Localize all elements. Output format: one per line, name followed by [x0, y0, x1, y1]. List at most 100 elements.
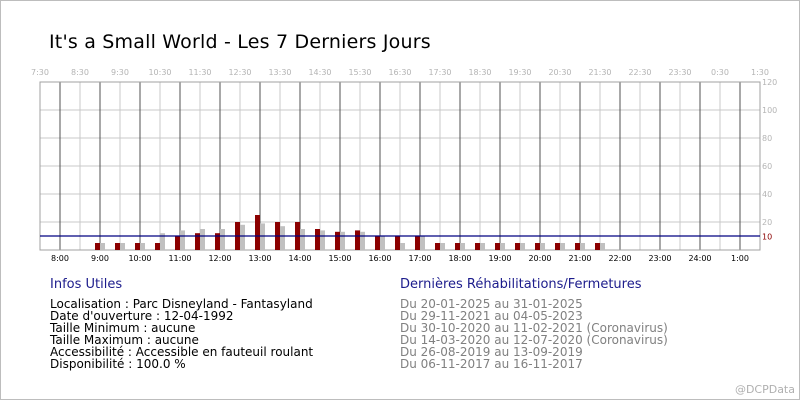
bottom-tick-label: 15:00	[328, 254, 351, 263]
bar	[335, 231, 340, 250]
rehab-line: Du 14-03-2020 au 12-07-2020 (Coronavirus…	[400, 333, 668, 347]
bar	[240, 224, 245, 250]
info-line-accessibility: Accessibilité : Accessible en fauteuil r…	[50, 345, 314, 359]
top-tick-label: 19:30	[508, 68, 531, 77]
bar	[140, 243, 145, 250]
bar	[300, 229, 305, 250]
bar	[380, 236, 385, 250]
bottom-tick-label: 8:00	[51, 254, 69, 263]
info-list: Localisation : Parc Disneyland - Fantasy…	[50, 298, 313, 370]
bar	[395, 236, 400, 250]
bar	[200, 229, 205, 250]
bottom-tick-label: 22:00	[608, 254, 631, 263]
bars	[95, 215, 605, 250]
bar	[500, 243, 505, 250]
bar	[135, 243, 140, 250]
bottom-tick-label: 17:00	[408, 254, 431, 263]
y-tick-label: 80	[762, 134, 772, 143]
reference-line-label: 10	[762, 233, 772, 242]
top-tick-label: 1:30	[751, 68, 769, 77]
rehab-line: Du 26-08-2019 au 13-09-2019	[400, 345, 583, 359]
bar	[440, 243, 445, 250]
bar	[195, 233, 200, 250]
bottom-tick-label: 19:00	[488, 254, 511, 263]
bar	[355, 230, 360, 250]
bar	[95, 243, 100, 250]
bar	[175, 236, 180, 250]
bottom-tick-label: 18:00	[448, 254, 471, 263]
bar	[560, 243, 565, 250]
top-tick-label: 23:30	[668, 68, 691, 77]
top-tick-label: 9:30	[111, 68, 129, 77]
top-tick-label: 12:30	[228, 68, 251, 77]
bar	[220, 229, 225, 250]
info-line-availability: Disponibilité : 100.0 %	[50, 357, 186, 371]
bar	[255, 215, 260, 250]
bar	[360, 231, 365, 250]
rehab-line: Du 29-11-2021 au 04-05-2023	[400, 309, 583, 323]
bottom-tick-label: 23:00	[648, 254, 671, 263]
bar	[160, 233, 165, 250]
bar	[540, 243, 545, 250]
bar	[100, 243, 105, 250]
bar	[415, 236, 420, 250]
bar	[315, 229, 320, 250]
bar	[580, 243, 585, 250]
y-tick-label: 20	[762, 218, 772, 227]
bottom-tick-label: 1:00	[731, 254, 749, 263]
y-tick-label: 40	[762, 190, 772, 199]
bar	[280, 226, 285, 250]
bar	[595, 243, 600, 250]
bar	[375, 236, 380, 250]
bottom-tick-label: 12:00	[208, 254, 231, 263]
bar	[515, 243, 520, 250]
bar	[420, 236, 425, 250]
bar	[600, 243, 605, 250]
bar	[455, 243, 460, 250]
bar	[215, 233, 220, 250]
bar	[120, 243, 125, 250]
info-line-location: Localisation : Parc Disneyland - Fantasy…	[50, 297, 313, 311]
info-section-title: Infos Utiles	[50, 277, 123, 292]
bottom-tick-label: 11:00	[168, 254, 191, 263]
axis-labels: 20 40 60 80 100 120 7:30 8:30 9:30 10:30 11:30 12:3…	[31, 68, 777, 263]
top-tick-label: 18:30	[468, 68, 491, 77]
bottom-tick-label: 10:00	[128, 254, 151, 263]
top-tick-label: 15:30	[348, 68, 371, 77]
rehab-line: Du 06-11-2017 au 16-11-2017	[400, 357, 583, 371]
bar	[435, 243, 440, 250]
rehab-list: Du 20-01-2025 au 31-01-2025 Du 29-11-202…	[400, 298, 668, 370]
top-tick-label: 13:30	[268, 68, 291, 77]
bottom-tick-label: 20:00	[528, 254, 551, 263]
reference-line-group: 10	[40, 233, 772, 242]
watermark: @DCPData	[734, 383, 795, 396]
bar	[400, 243, 405, 250]
top-tick-label: 11:30	[188, 68, 211, 77]
bottom-tick-label: 24:00	[688, 254, 711, 263]
top-tick-label: 14:30	[308, 68, 331, 77]
rehab-line: Du 30-10-2020 au 11-02-2021 (Coronavirus…	[400, 321, 668, 335]
bar	[480, 243, 485, 250]
top-tick-label: 7:30	[31, 68, 49, 77]
top-tick-label: 20:30	[548, 68, 571, 77]
y-tick-label: 120	[762, 78, 777, 87]
bar	[460, 243, 465, 250]
rehab-line: Du 20-01-2025 au 31-01-2025	[400, 297, 583, 311]
bottom-tick-label: 16:00	[368, 254, 391, 263]
bottom-tick-label: 21:00	[568, 254, 591, 263]
bar	[555, 243, 560, 250]
bar	[155, 243, 160, 250]
grid-lines	[39, 81, 761, 251]
bar	[535, 243, 540, 250]
bar	[180, 230, 185, 250]
top-tick-label: 21:30	[588, 68, 611, 77]
top-tick-label: 16:30	[388, 68, 411, 77]
info-line-min-height: Taille Minimum : aucune	[50, 321, 196, 335]
top-tick-label: 8:30	[71, 68, 89, 77]
bar	[340, 231, 345, 250]
chart-title: It's a Small World - Les 7 Derniers Jour…	[49, 31, 431, 53]
bottom-tick-label: 13:00	[248, 254, 271, 263]
bar	[260, 223, 265, 250]
top-tick-label: 10:30	[148, 68, 171, 77]
